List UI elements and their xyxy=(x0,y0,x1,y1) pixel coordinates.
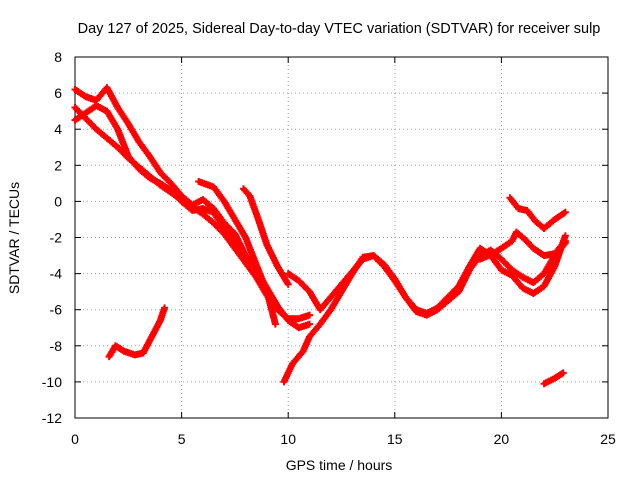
y-axis-label: SDTVAR / TECUs xyxy=(6,182,22,294)
x-tick-label: 25 xyxy=(600,431,616,447)
y-tick-label: 4 xyxy=(54,121,62,137)
data-point xyxy=(306,311,314,319)
x-tick-labels: 0 5 10 15 20 25 xyxy=(71,431,616,447)
series-track-3 xyxy=(71,84,314,332)
x-axis-label: GPS time / hours xyxy=(286,457,393,473)
data-point xyxy=(284,280,292,288)
series-track-5 xyxy=(239,185,292,288)
x-tick-label: 20 xyxy=(494,431,510,447)
data-point xyxy=(561,237,569,245)
chart-title: Day 127 of 2025, Sidereal Day-to-day VTE… xyxy=(78,21,601,37)
data-points xyxy=(71,84,569,388)
data-point xyxy=(559,369,567,377)
y-tick-label: 2 xyxy=(54,157,62,173)
data-point xyxy=(561,208,569,216)
y-tick-label: -8 xyxy=(50,338,63,354)
series-track-4 xyxy=(195,178,279,328)
y-tick-label: 6 xyxy=(54,85,62,101)
data-point xyxy=(271,320,279,328)
x-tick-label: 5 xyxy=(178,431,186,447)
y-tick-label: -4 xyxy=(50,266,63,282)
data-point xyxy=(161,304,169,312)
x-tick-label: 0 xyxy=(71,431,79,447)
plot-frame xyxy=(74,56,609,419)
y-tick-labels: -12 -10 -8 -6 -4 -2 0 2 4 6 8 xyxy=(42,49,62,426)
grid-lines xyxy=(75,57,608,418)
data-point xyxy=(306,320,314,328)
series-track-11 xyxy=(540,369,567,388)
x-tick-label: 15 xyxy=(387,431,403,447)
x-tick-label: 10 xyxy=(280,431,296,447)
series-track-8 xyxy=(476,228,569,263)
y-tick-label: 8 xyxy=(54,49,62,65)
y-tick-label: -10 xyxy=(42,374,62,390)
y-tick-label: -12 xyxy=(42,410,62,426)
series-track-10 xyxy=(105,304,169,361)
series-track-9 xyxy=(506,194,569,232)
y-tick-label: -6 xyxy=(50,302,63,318)
y-tick-label: 0 xyxy=(54,193,62,209)
axis-ticks xyxy=(74,56,609,419)
y-tick-label: -2 xyxy=(50,230,63,246)
series-track-7 xyxy=(284,239,569,319)
